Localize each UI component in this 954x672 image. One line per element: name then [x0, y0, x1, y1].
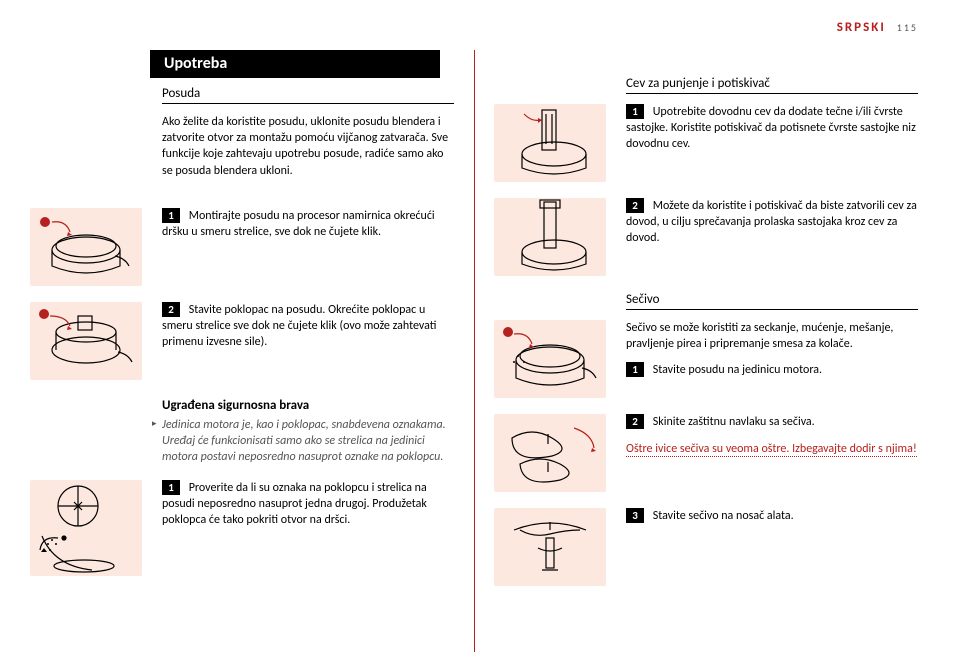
illus-blade-bowl [494, 320, 606, 398]
step-row: 2 Skinite zaštitnu navlaku sa sečiva. Oš… [494, 414, 918, 492]
step-text: Skinite zaštitnu navlaku sa sečiva. [653, 415, 815, 429]
step-text: Stavite sečivo na nosač alata. [653, 509, 794, 523]
right-column: Cev za punjenje i potiskivač 1 Upotrebit… [474, 0, 954, 672]
step-row: 1 Montirajte posudu na procesor namirnic… [30, 208, 454, 286]
posuda-heading: Posuda [162, 86, 454, 101]
rule [162, 103, 454, 104]
step-number: 1 [626, 104, 644, 119]
step-body: 1 Montirajte posudu na procesor namirnic… [162, 208, 454, 240]
secivo-heading: Sečivo [626, 292, 918, 307]
step-number: 2 [626, 414, 644, 429]
illus-blade-shaft [494, 508, 606, 586]
blade-warning: Oštre ivice sečiva su veoma oštre. Izbeg… [626, 442, 917, 457]
section-title: Upotreba [150, 50, 440, 78]
step-body: 2 Možete da koristite i potiskivač da bi… [626, 198, 918, 247]
rule [626, 309, 918, 310]
step-text: Montirajte posudu na procesor namirnica … [162, 209, 435, 239]
step-text: Stavite poklopac na posudu. Okrećite pok… [162, 303, 436, 349]
step-body: 2 Stavite poklopac na posudu. Okrećite p… [162, 302, 454, 351]
brava-note: Jedinica motora je, kao i poklopac, snab… [162, 417, 454, 466]
step-number: 3 [626, 508, 644, 523]
step-row: 3 Stavite sečivo na nosač alata. [494, 508, 918, 586]
illus-placeholder [30, 114, 142, 192]
illus-bowl-mount [30, 208, 142, 286]
rule [626, 93, 918, 94]
illus-feed-tube-2 [494, 198, 606, 276]
step-body: 1 Proverite da li su oznaka na poklopcu … [162, 480, 454, 529]
illus-lock [30, 480, 142, 576]
left-column: Upotreba Posuda Ako želite da koristite … [0, 0, 474, 672]
posuda-intro: Ako želite da koristite posudu, uklonite… [162, 114, 454, 179]
step-text: Proverite da li su oznaka na poklopcu i … [162, 481, 427, 527]
step-row: 1 Upotrebite dovodnu cev da dodate tečne… [494, 104, 918, 182]
step-text: Stavite posudu na jedinicu motora. [653, 363, 822, 377]
illus-lid-mount [30, 302, 142, 380]
step-number: 2 [626, 198, 644, 213]
step-body: 1 Upotrebite dovodnu cev da dodate tečne… [626, 104, 918, 153]
step-row: Sečivo se može koristiti za seckanje, mu… [494, 320, 918, 398]
step-number: 1 [162, 480, 180, 495]
step-row: 2 Možete da koristite i potiskivač da bi… [494, 198, 918, 276]
illus-feed-tube-1 [494, 104, 606, 182]
step-text: Upotrebite dovodnu cev da dodate tečne i… [626, 105, 916, 151]
step-number: 1 [162, 208, 180, 223]
step-body: Sečivo se može koristiti za seckanje, mu… [626, 320, 918, 379]
step-body: 3 Stavite sečivo na nosač alata. [626, 508, 918, 524]
illus-blade-cover [494, 414, 606, 492]
secivo-intro: Sečivo se može koristiti za seckanje, mu… [626, 321, 893, 351]
brava-heading: Ugrađena sigurnosna brava [162, 398, 454, 413]
column-divider [474, 50, 475, 652]
step-row: 1 Proverite da li su oznaka na poklopcu … [30, 480, 454, 576]
step-row: 2 Stavite poklopac na posudu. Okrećite p… [30, 302, 454, 380]
step-number: 2 [162, 302, 180, 317]
step-text: Možete da koristite i potiskivač da bist… [626, 199, 917, 245]
step-body: 2 Skinite zaštitnu navlaku sa sečiva. Oš… [626, 414, 918, 459]
intro-row: Ako želite da koristite posudu, uklonite… [30, 114, 454, 192]
cev-heading: Cev za punjenje i potiskivač [626, 76, 918, 91]
step-number: 1 [626, 362, 644, 377]
